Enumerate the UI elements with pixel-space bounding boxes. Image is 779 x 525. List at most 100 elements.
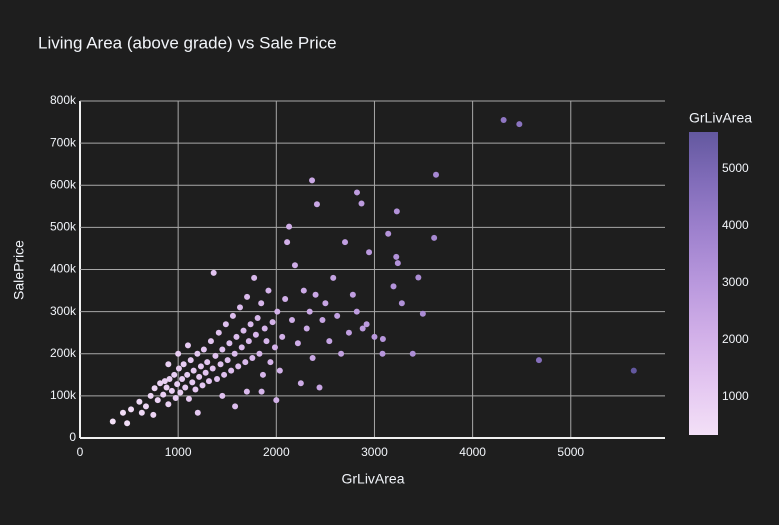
point xyxy=(232,403,239,410)
colorbar-tick-label: 2000 xyxy=(722,332,749,346)
point xyxy=(192,386,199,393)
point xyxy=(353,189,360,196)
point xyxy=(196,373,203,380)
point xyxy=(163,384,170,391)
point xyxy=(259,371,266,378)
point xyxy=(194,409,201,416)
point xyxy=(189,379,196,386)
point xyxy=(166,376,173,383)
point xyxy=(276,367,283,374)
point xyxy=(168,387,175,394)
colorbar xyxy=(689,132,718,435)
point xyxy=(390,283,397,290)
y-tick-label: 100k xyxy=(50,388,77,402)
point xyxy=(233,333,240,340)
x-tick-label: 3000 xyxy=(361,445,388,459)
point xyxy=(258,388,265,395)
point xyxy=(263,338,270,345)
x-tick-label: 0 xyxy=(77,445,84,459)
point xyxy=(147,392,154,399)
point xyxy=(398,300,405,307)
point xyxy=(219,346,226,353)
point xyxy=(279,333,286,340)
point xyxy=(238,344,245,351)
point xyxy=(229,312,236,319)
point xyxy=(240,327,247,334)
point xyxy=(205,378,212,385)
colorbar-tick-label: 4000 xyxy=(722,218,749,232)
point xyxy=(151,385,158,392)
point xyxy=(204,359,211,366)
y-tick-label: 400k xyxy=(50,262,77,276)
point xyxy=(231,350,238,357)
point xyxy=(157,380,164,387)
point xyxy=(172,394,179,401)
point xyxy=(271,344,278,351)
point xyxy=(393,253,400,260)
point xyxy=(431,234,438,241)
point xyxy=(393,208,400,215)
point xyxy=(322,300,329,307)
point xyxy=(247,321,254,328)
point xyxy=(349,291,356,298)
point xyxy=(142,403,149,410)
point xyxy=(379,336,386,343)
colorbar-tick-label: 3000 xyxy=(722,275,749,289)
point xyxy=(265,287,272,294)
point xyxy=(160,391,167,398)
x-tick-label: 4000 xyxy=(459,445,486,459)
point xyxy=(219,392,226,399)
point xyxy=(251,274,258,281)
colorbar-title: GrLivArea xyxy=(689,110,752,126)
y-tick-label: 600k xyxy=(50,177,77,191)
point xyxy=(236,304,243,311)
colorbar-tick-label: 1000 xyxy=(722,389,749,403)
point xyxy=(516,121,523,128)
point xyxy=(184,342,191,349)
chart-title: Living Area (above grade) vs Sale Price xyxy=(38,33,337,52)
point xyxy=(221,371,228,378)
point xyxy=(289,317,296,324)
point xyxy=(182,384,189,391)
point xyxy=(269,319,276,326)
point xyxy=(415,274,422,281)
point xyxy=(194,350,201,357)
point xyxy=(207,338,214,345)
point xyxy=(224,357,231,364)
point xyxy=(210,269,217,276)
point xyxy=(363,321,370,328)
point xyxy=(119,409,126,416)
point xyxy=(209,365,216,372)
point xyxy=(174,381,181,388)
point xyxy=(309,354,316,361)
point xyxy=(273,397,280,404)
point xyxy=(353,308,360,315)
x-tick-label: 2000 xyxy=(263,445,290,459)
point xyxy=(306,308,313,315)
point xyxy=(124,420,131,427)
point xyxy=(500,116,507,123)
point xyxy=(171,371,178,378)
point xyxy=(217,361,224,368)
point xyxy=(379,350,386,357)
point xyxy=(175,350,182,357)
point xyxy=(215,329,222,336)
point xyxy=(312,291,319,298)
point xyxy=(303,325,310,332)
point xyxy=(254,314,261,321)
point xyxy=(342,239,349,246)
x-axis-title: GrLivArea xyxy=(341,471,404,487)
point xyxy=(409,350,416,357)
point xyxy=(222,321,229,328)
point xyxy=(433,171,440,178)
y-tick-label: 200k xyxy=(50,346,77,360)
y-axis-title: SalePrice xyxy=(11,240,27,300)
point xyxy=(249,354,256,361)
point xyxy=(291,262,298,269)
point xyxy=(326,338,333,345)
point xyxy=(284,239,291,246)
point xyxy=(419,310,426,317)
point xyxy=(282,295,289,302)
point xyxy=(385,230,392,237)
